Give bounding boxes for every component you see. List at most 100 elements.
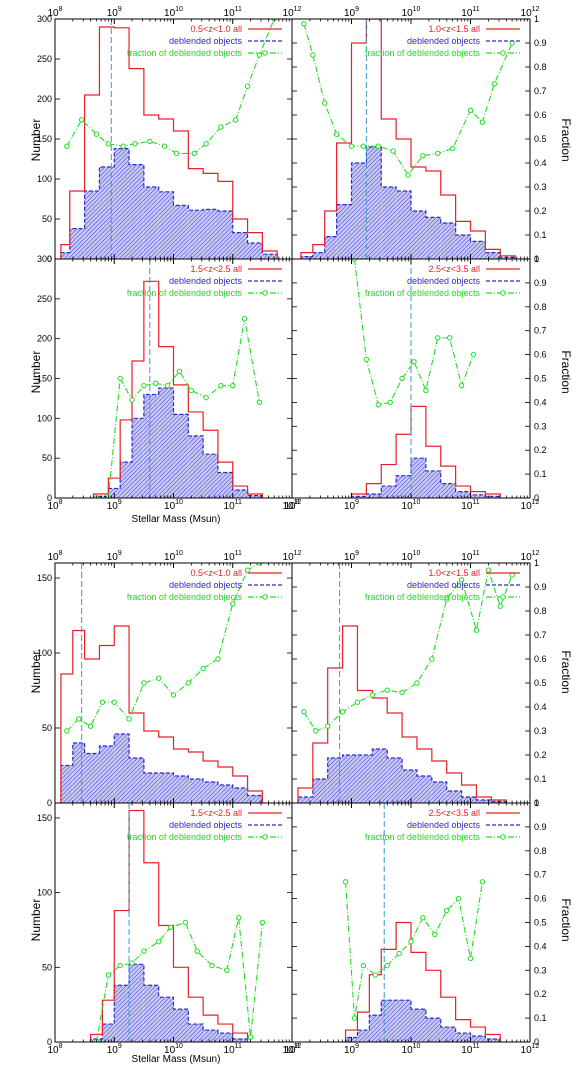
plot-area xyxy=(350,259,501,498)
deblended-bar xyxy=(173,414,189,498)
deblended-bar xyxy=(173,205,189,259)
fraction-point xyxy=(420,153,426,159)
y-tick-label: 50 xyxy=(42,453,52,463)
deblended-bar xyxy=(300,256,313,259)
deblended-bar xyxy=(485,496,501,498)
y-tick-label: 100 xyxy=(37,413,52,423)
top-axis-tick-label: 1012 xyxy=(521,550,540,563)
chart-panels: 108 109 1010 1011 10120501001502002503000.5<… xyxy=(37,6,547,1056)
deblended-bar xyxy=(114,734,130,803)
y2-tick-label: 0.5 xyxy=(534,134,547,144)
bottom-axis-tick-label: 1010 xyxy=(164,1043,183,1056)
chart-panel-figure1-bottom-right: 108 109 1010 1011 1012 1 0.9 0.8 0.7 0.6 0.5 0.4 0.3… xyxy=(284,254,546,512)
fraction-point xyxy=(444,907,450,914)
fraction-point xyxy=(384,962,390,969)
deblended-step-line xyxy=(60,148,278,259)
fraction-point xyxy=(111,699,117,705)
deblended-bar xyxy=(247,495,263,498)
fraction-point xyxy=(351,1015,358,1021)
legend-marker xyxy=(262,594,268,600)
y-axis-label-left: Number xyxy=(29,351,43,394)
top-axis-tick-label: 1010 xyxy=(402,6,421,19)
y2-tick-label: 0.9 xyxy=(534,278,547,288)
legend-label: fraction of deblended objects xyxy=(127,288,243,298)
deblended-bar xyxy=(312,779,328,803)
fraction-point xyxy=(363,356,370,363)
top-axis-tick-label: 1011 xyxy=(461,550,479,563)
legend-label: 2.5<z<3.5 all xyxy=(428,264,480,274)
fraction-point xyxy=(141,382,147,389)
top-axis-tick-label: 108 xyxy=(47,6,62,19)
deblended-bar xyxy=(188,435,204,498)
bottom-axis-tick-label: 1010 xyxy=(402,1043,421,1056)
plot-area xyxy=(300,19,516,259)
fraction-point xyxy=(473,627,480,633)
deblended-bar xyxy=(381,187,397,259)
y-tick-label: 150 xyxy=(37,134,52,144)
y2-tick-label: 0.6 xyxy=(534,110,547,120)
deblended-step-line xyxy=(297,748,507,803)
deblended-bar xyxy=(369,1015,382,1042)
deblended-bar xyxy=(232,490,248,498)
deblended-bar xyxy=(470,241,486,259)
deblended-bar xyxy=(158,997,174,1042)
fraction-point xyxy=(444,596,450,602)
fraction-point xyxy=(155,938,162,945)
y2-tick-label: 0 xyxy=(534,254,539,264)
legend-label: deblended objects xyxy=(169,580,243,590)
legend-label: fraction of deblended objects xyxy=(365,48,481,58)
legend-label: deblended objects xyxy=(407,276,481,286)
legend-label: 1.0<z<1.5 all xyxy=(428,568,480,578)
y2-tick-label: 0.5 xyxy=(534,918,547,928)
y2-tick-label: 0.3 xyxy=(534,421,547,431)
fraction-point xyxy=(387,399,393,406)
deblended-bar xyxy=(232,1039,248,1042)
fraction-point xyxy=(256,399,263,406)
y2-tick-label: 0.3 xyxy=(534,965,547,975)
deblended-bar xyxy=(402,770,417,803)
fraction-point xyxy=(256,563,263,566)
y-tick-label: 200 xyxy=(37,94,52,104)
fraction-point xyxy=(420,915,426,921)
bottom-axis-tick-label: 108 xyxy=(284,1043,299,1056)
fraction-point xyxy=(339,709,346,715)
deblended-bar xyxy=(72,743,85,803)
deblended-bar xyxy=(500,257,516,259)
fraction-point xyxy=(194,948,200,954)
deblended-bar xyxy=(60,765,73,803)
fraction-point xyxy=(161,143,168,149)
deblended-bar xyxy=(351,163,367,259)
fraction-point xyxy=(200,665,206,672)
fraction-point xyxy=(218,124,224,130)
deblended-bar xyxy=(461,797,477,803)
y2-tick-label: 0.9 xyxy=(534,582,547,592)
deblended-step-line xyxy=(92,387,263,498)
fraction-point xyxy=(235,915,242,921)
y2-tick-label: 0.8 xyxy=(534,302,547,312)
bottom-axis-tick-label: 1012 xyxy=(521,499,540,512)
all-objects-step-line xyxy=(344,921,501,1042)
fraction-point xyxy=(455,895,462,902)
deblended-bar xyxy=(387,758,403,803)
deblended-bar xyxy=(188,779,204,803)
top-axis-tick-label: 109 xyxy=(107,550,122,563)
top-axis-tick-label: 108 xyxy=(47,550,62,563)
deblended-bar xyxy=(351,496,367,498)
deblended-bar xyxy=(129,964,144,1042)
y-tick-label: 0 xyxy=(47,493,52,503)
legend-label: deblended objects xyxy=(407,580,481,590)
y2-tick-label: 1 xyxy=(534,798,539,808)
fraction-point xyxy=(322,100,328,106)
fraction-point xyxy=(458,577,465,583)
deblended-bar xyxy=(188,210,204,259)
fraction-point xyxy=(147,138,153,145)
chart-panel-figure1-bottom-left: 108 109 1010 1011 1012 0 50 100 150 200 250 300 1.5<… xyxy=(37,254,302,512)
fraction-point xyxy=(405,172,411,178)
fraction-point xyxy=(458,382,465,389)
y-tick-label: 100 xyxy=(37,648,52,658)
all-objects-step-line xyxy=(350,405,501,498)
fraction-point xyxy=(354,699,361,705)
fraction-line xyxy=(345,881,483,1019)
fraction-point xyxy=(141,948,147,954)
y-tick-label: 250 xyxy=(37,294,52,304)
